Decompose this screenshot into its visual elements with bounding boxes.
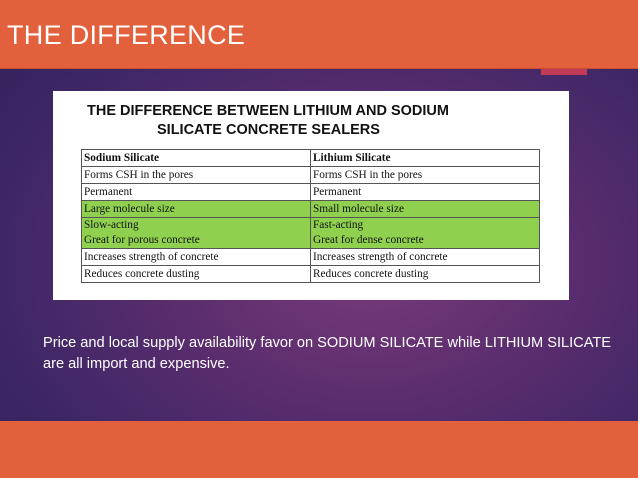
table-header-sodium: Sodium Silicate <box>81 149 311 167</box>
comparison-image: THE DIFFERENCE BETWEEN LITHIUM AND SODIU… <box>53 91 569 300</box>
image-heading-line1: THE DIFFERENCE BETWEEN LITHIUM AND SODIU… <box>87 103 449 119</box>
footer-bar <box>0 421 638 478</box>
table-cell-lithium: Increases strength of concrete <box>310 248 540 266</box>
table-cell-text: Small molecule size <box>313 202 404 215</box>
table-cell-sodium: Forms CSH in the pores <box>81 166 311 184</box>
accent-tab <box>541 69 587 75</box>
table-cell-text: Forms CSH in the pores <box>313 168 423 181</box>
image-heading-line2: SILICATE CONCRETE SEALERS <box>157 122 380 138</box>
slide-title: THE DIFFERENCE <box>7 20 246 50</box>
table-cell-sodium: Large molecule size <box>81 200 311 218</box>
table-cell-lithium: Small molecule size <box>310 200 540 218</box>
table-cell-text: Permanent <box>313 185 362 198</box>
comparison-table: Sodium Silicate Lithium Silicate Forms C… <box>81 149 540 283</box>
table-cell-lithium: Reduces concrete dusting <box>310 265 540 283</box>
table-cell-text: Large molecule size <box>84 202 175 215</box>
table-cell-text: Forms CSH in the pores <box>84 168 194 181</box>
slide-caption: Price and local supply availability favo… <box>43 335 612 372</box>
table-cell-text: Reduces concrete dusting <box>84 267 200 280</box>
table-cell-text: Reduces concrete dusting <box>313 267 429 280</box>
table-row: Large molecule size Small molecule size <box>81 200 540 218</box>
table-cell-text: Great for dense concrete <box>313 234 424 246</box>
table-row: Increases strength of concrete Increases … <box>81 248 540 266</box>
table-cell-lithium: Fast-acting Great for dense concrete <box>310 217 540 249</box>
table-body: Forms CSH in the pores Forms CSH in the p… <box>81 166 540 283</box>
table-row: Forms CSH in the pores Forms CSH in the p… <box>81 166 540 184</box>
table-header-lithium: Lithium Silicate <box>310 149 540 167</box>
table-cell-text: Permanent <box>84 185 133 198</box>
table-cell-sodium: Slow-acting Great for porous concrete <box>81 217 311 249</box>
table-cell-sodium: Permanent <box>81 183 311 201</box>
table-cell-lithium: Forms CSH in the pores <box>310 166 540 184</box>
table-row: Permanent Permanent <box>81 183 540 201</box>
table-cell-text: Great for porous concrete <box>84 234 200 246</box>
table-cell-text: Increases strength of concrete <box>313 250 448 263</box>
table-row: Slow-acting Great for porous concrete Fast… <box>81 217 540 249</box>
title-bar: THE DIFFERENCE <box>0 0 638 69</box>
table-cell-text: Fast-acting <box>313 219 364 231</box>
table-cell-text: Slow-acting <box>84 219 139 231</box>
table-cell-lithium: Permanent <box>310 183 540 201</box>
table-header-row: Sodium Silicate Lithium Silicate <box>81 149 540 167</box>
table-cell-sodium: Reduces concrete dusting <box>81 265 311 283</box>
table-row: Reduces concrete dusting Reduces concrete… <box>81 265 540 283</box>
table-cell-text: Increases strength of concrete <box>84 250 219 263</box>
table-cell-sodium: Increases strength of concrete <box>81 248 311 266</box>
